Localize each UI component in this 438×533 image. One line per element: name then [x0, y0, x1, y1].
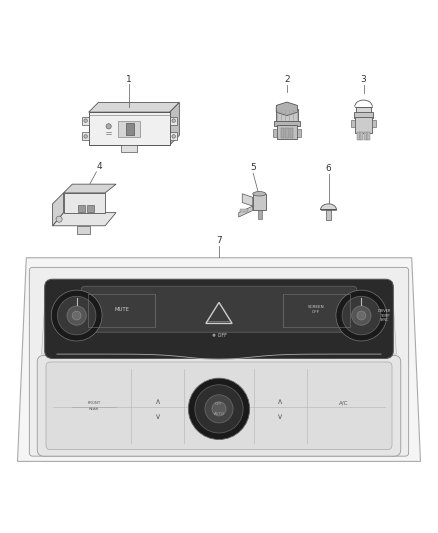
- FancyBboxPatch shape: [360, 133, 363, 140]
- FancyBboxPatch shape: [355, 117, 372, 133]
- Circle shape: [357, 311, 366, 320]
- Text: 6: 6: [325, 164, 332, 173]
- Circle shape: [72, 311, 81, 320]
- Circle shape: [172, 119, 175, 123]
- FancyBboxPatch shape: [326, 209, 331, 220]
- FancyBboxPatch shape: [121, 145, 137, 152]
- FancyBboxPatch shape: [81, 286, 357, 332]
- FancyBboxPatch shape: [351, 120, 355, 127]
- FancyBboxPatch shape: [45, 279, 393, 359]
- Text: A/C: A/C: [339, 401, 349, 406]
- FancyBboxPatch shape: [170, 117, 177, 125]
- Text: ❅ OFF: ❅ OFF: [212, 333, 226, 338]
- FancyBboxPatch shape: [297, 128, 301, 138]
- Text: ∨: ∨: [277, 412, 283, 421]
- FancyBboxPatch shape: [126, 123, 134, 135]
- FancyBboxPatch shape: [258, 209, 262, 219]
- FancyBboxPatch shape: [372, 120, 376, 127]
- Ellipse shape: [253, 191, 266, 196]
- Polygon shape: [170, 102, 180, 145]
- FancyBboxPatch shape: [276, 109, 298, 123]
- Polygon shape: [88, 102, 180, 112]
- Circle shape: [336, 290, 387, 341]
- FancyBboxPatch shape: [87, 205, 94, 212]
- FancyBboxPatch shape: [29, 268, 409, 456]
- FancyBboxPatch shape: [240, 209, 248, 212]
- FancyBboxPatch shape: [281, 128, 284, 138]
- FancyBboxPatch shape: [77, 226, 90, 233]
- FancyBboxPatch shape: [170, 133, 177, 140]
- Text: 4: 4: [97, 162, 102, 171]
- Text: AUTO: AUTO: [213, 412, 225, 416]
- FancyBboxPatch shape: [357, 133, 360, 140]
- Polygon shape: [53, 213, 116, 226]
- Circle shape: [106, 124, 111, 129]
- Circle shape: [56, 216, 62, 222]
- FancyBboxPatch shape: [273, 128, 277, 138]
- Polygon shape: [239, 206, 253, 217]
- Text: 7: 7: [216, 237, 222, 246]
- Circle shape: [205, 395, 233, 423]
- FancyBboxPatch shape: [118, 120, 140, 138]
- Polygon shape: [321, 204, 336, 209]
- Polygon shape: [42, 282, 396, 354]
- FancyBboxPatch shape: [37, 356, 401, 456]
- Circle shape: [212, 402, 226, 416]
- Text: ∧: ∧: [155, 397, 161, 406]
- FancyBboxPatch shape: [290, 128, 293, 138]
- FancyBboxPatch shape: [367, 133, 370, 140]
- Text: 3: 3: [360, 75, 367, 84]
- Text: 2: 2: [284, 75, 290, 84]
- Circle shape: [195, 385, 243, 433]
- Circle shape: [84, 119, 87, 123]
- Circle shape: [57, 296, 96, 335]
- Polygon shape: [18, 258, 420, 462]
- Circle shape: [342, 296, 381, 335]
- Text: ∨: ∨: [155, 412, 161, 421]
- Circle shape: [352, 306, 371, 325]
- Text: DRIVER
TEMP
SYNC: DRIVER TEMP SYNC: [378, 309, 391, 322]
- FancyBboxPatch shape: [274, 121, 300, 126]
- Polygon shape: [276, 102, 297, 116]
- Polygon shape: [242, 194, 253, 206]
- Text: ∧: ∧: [277, 397, 283, 406]
- FancyBboxPatch shape: [46, 362, 392, 449]
- FancyBboxPatch shape: [285, 128, 289, 138]
- FancyBboxPatch shape: [364, 133, 367, 140]
- Circle shape: [84, 135, 87, 138]
- Polygon shape: [53, 193, 64, 226]
- Circle shape: [172, 135, 175, 138]
- Text: 5: 5: [250, 163, 256, 172]
- FancyBboxPatch shape: [354, 112, 373, 118]
- FancyBboxPatch shape: [81, 117, 88, 125]
- Text: SCREEN
OFF: SCREEN OFF: [308, 305, 325, 314]
- FancyBboxPatch shape: [253, 194, 266, 211]
- FancyBboxPatch shape: [81, 133, 88, 140]
- FancyBboxPatch shape: [356, 107, 371, 113]
- Text: 1: 1: [126, 75, 132, 84]
- Polygon shape: [64, 193, 105, 213]
- Polygon shape: [64, 184, 116, 193]
- FancyBboxPatch shape: [88, 112, 170, 145]
- FancyBboxPatch shape: [78, 205, 85, 212]
- Text: FRONT: FRONT: [88, 401, 101, 405]
- Text: OFF: OFF: [215, 402, 223, 407]
- Circle shape: [188, 378, 250, 440]
- Circle shape: [51, 290, 102, 341]
- Text: REAR: REAR: [89, 407, 99, 411]
- FancyBboxPatch shape: [277, 125, 297, 140]
- Circle shape: [67, 306, 86, 325]
- Text: MUTE: MUTE: [114, 307, 129, 312]
